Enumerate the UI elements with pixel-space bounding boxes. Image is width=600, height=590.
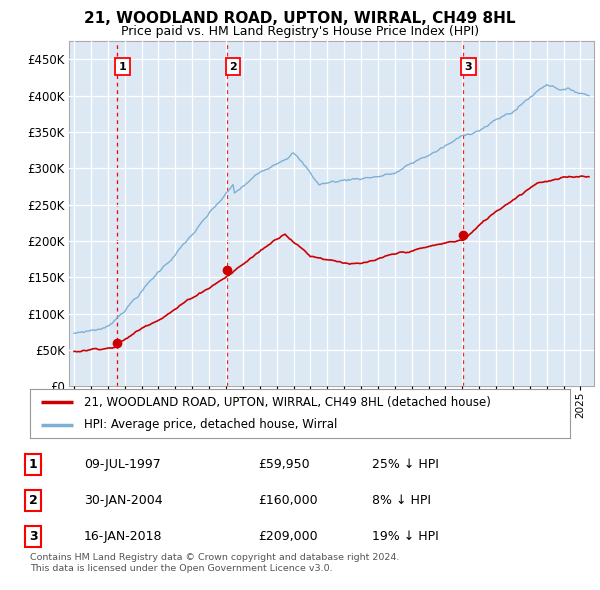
Text: Price paid vs. HM Land Registry's House Price Index (HPI): Price paid vs. HM Land Registry's House …: [121, 25, 479, 38]
Text: 1: 1: [29, 458, 37, 471]
Text: 2: 2: [29, 494, 37, 507]
Text: 09-JUL-1997: 09-JUL-1997: [84, 458, 161, 471]
Text: 1: 1: [118, 62, 126, 72]
Text: £59,950: £59,950: [258, 458, 310, 471]
Text: 8% ↓ HPI: 8% ↓ HPI: [372, 494, 431, 507]
Text: 16-JAN-2018: 16-JAN-2018: [84, 530, 163, 543]
Text: 30-JAN-2004: 30-JAN-2004: [84, 494, 163, 507]
Text: 21, WOODLAND ROAD, UPTON, WIRRAL, CH49 8HL: 21, WOODLAND ROAD, UPTON, WIRRAL, CH49 8…: [84, 11, 516, 25]
Text: HPI: Average price, detached house, Wirral: HPI: Average price, detached house, Wirr…: [84, 418, 337, 431]
Text: 25% ↓ HPI: 25% ↓ HPI: [372, 458, 439, 471]
Text: 19% ↓ HPI: 19% ↓ HPI: [372, 530, 439, 543]
Text: 3: 3: [29, 530, 37, 543]
Text: 21, WOODLAND ROAD, UPTON, WIRRAL, CH49 8HL (detached house): 21, WOODLAND ROAD, UPTON, WIRRAL, CH49 8…: [84, 396, 491, 409]
Text: Contains HM Land Registry data © Crown copyright and database right 2024.
This d: Contains HM Land Registry data © Crown c…: [30, 553, 400, 573]
Text: £209,000: £209,000: [258, 530, 317, 543]
Text: £160,000: £160,000: [258, 494, 317, 507]
Text: 3: 3: [464, 62, 472, 72]
Text: 2: 2: [229, 62, 237, 72]
